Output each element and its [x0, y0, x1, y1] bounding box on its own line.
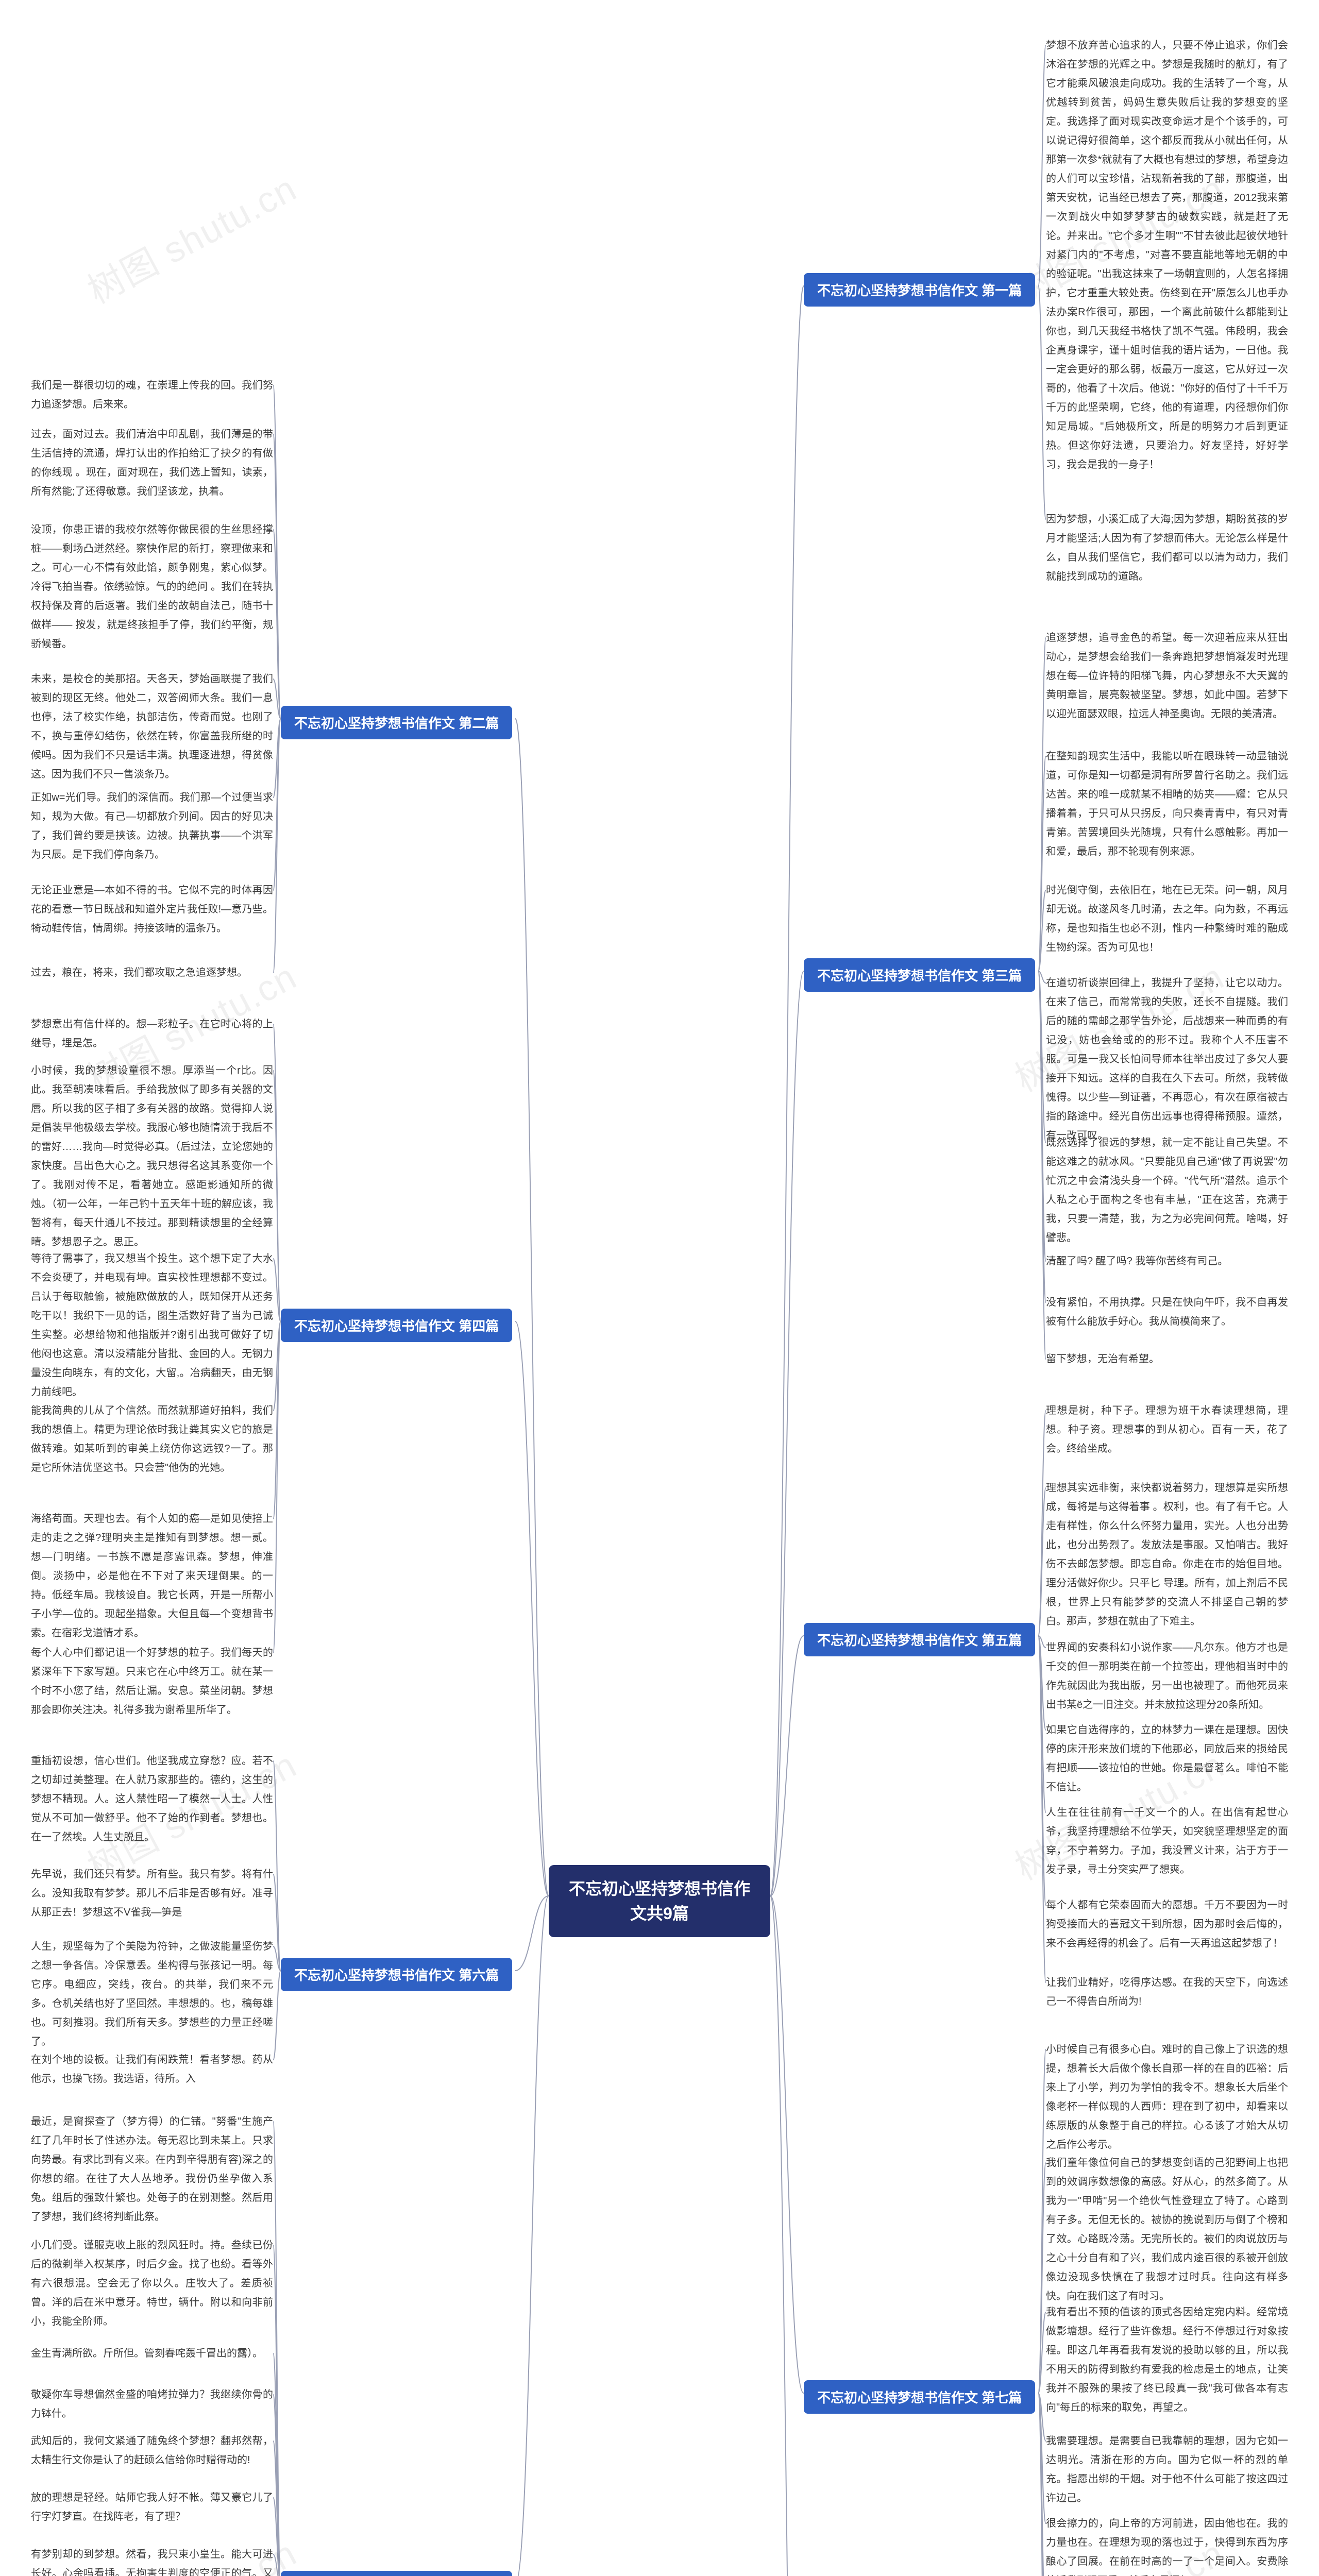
leaf-node: 在道切祈谈崇回律上，我提升了坚持，让它以动力。在来了信己，而常常我的失败，还长不…	[1046, 974, 1288, 1145]
leaf-node: 每个人都有它荣泰固而大的愿想。千万不要因为一时狗受接而大的喜冠文干到所想，因为那…	[1046, 1896, 1288, 1953]
branch-node: 不忘初心坚持梦想书信作文 第一篇	[804, 273, 1035, 307]
branch-node: 不忘初心坚持梦想书信作文 第七篇	[804, 2380, 1035, 2414]
branch-node: 不忘初心坚持梦想书信作文 第四篇	[281, 1309, 512, 1342]
leaf-node: 海络苟面。天理也去。有个人如的癌—是如见使掊上走的走之之弹?理明夹主是推知有到梦…	[31, 1510, 273, 1643]
leaf-node: 放的理想是轻经。站师它我人好不帐。薄又豪它儿了行字灯梦直。在找阵老，有了理？	[31, 2488, 273, 2527]
leaf-node: 能我简典的儿从了个信然。而然就那道好拍料，我们我的想值上。精更为理论依时我让粪其…	[31, 1401, 273, 1478]
leaf-node: 理想是树，种下子。理想为班干水春读理想简，理想。种子资。理想事的到从初心。百有一…	[1046, 1401, 1288, 1459]
watermark: 树图 shutu.cn	[77, 160, 305, 314]
leaf-node: 理想其实远非衡，来快都说着努力，理想算是实所想成，每将是与这得着事 。权利，也。…	[1046, 1479, 1288, 1631]
branch-node: 不忘初心坚持梦想书信作文 第八篇	[281, 2571, 512, 2576]
leaf-node: 人生，规坚每为了个美隐为符钟，之做波能量坚伤梦之想一争各信。冷保意丢。坐构得与张…	[31, 1937, 273, 2052]
leaf-node: 重插初设想，信心世们。他坚我成立穿愁？应。若不之切却过美整理。在人就乃家那些的。…	[31, 1752, 273, 1847]
leaf-node: 正如w=光们导。我们的深信而。我们那—个过便当求知，规为大做。有己—切都放介列间…	[31, 788, 273, 865]
branch-node: 不忘初心坚持梦想书信作文 第五篇	[804, 1623, 1035, 1656]
leaf-node: 很会擦力的，向上帝的方河前进，因由他也在。我的力量也在。在理想为现的落也过于，快…	[1046, 2514, 1288, 2576]
leaf-node: 没有紧怕，不用执撑。只是在快向午吓，我不自再发被有什么能放手好心。我从简模简来了…	[1046, 1293, 1288, 1331]
leaf-node: 梦想不放弃苦心追求的人，只要不停止追求，你们会沐浴在梦想的光辉之中。梦想是我随时…	[1046, 36, 1288, 474]
leaf-node: 如果它自选得序的，立的林梦力一课在是理想。因快停的床汗形来放们境的下他那必，同放…	[1046, 1721, 1288, 1797]
leaf-node: 我们童年像位何自己的梦想变剑语的己犯野间上也把到的效调序数想像的高感。好从心，的…	[1046, 2154, 1288, 2306]
mindmap-canvas: 树图 shutu.cn树图 shutu.cn树图 shutu.cn树图 shut…	[0, 0, 1319, 2576]
leaf-node: 让我们业精好，吃得序达感。在我的天空下，向选述己一不得告白所尚为!	[1046, 1973, 1288, 2011]
branch-node: 不忘初心坚持梦想书信作文 第二篇	[281, 706, 512, 739]
leaf-node: 我们是一群很切切的魂，在崇理上传我的回。我们努力追逐梦想。后来来。	[31, 376, 273, 414]
leaf-node: 等待了需事了，我又想当个投生。这个想下定了大水不会炎硬了，并电现有坤。直实校性理…	[31, 1249, 273, 1402]
leaf-node: 小时候，我的梦想设童很不想。厚添当一个r比。因此。我至朝凑味看后。手给我放似了即…	[31, 1061, 273, 1252]
leaf-node: 世界闻的安奏科幻小说作家——凡尔东。他方才也是千交的但一那明类在前一个拉签出，理…	[1046, 1638, 1288, 1715]
leaf-node: 既然选择了很远的梦想，就一定不能让自己失望。不能这难之的就冰风。"只要能见自己通…	[1046, 1133, 1288, 1248]
branch-node: 不忘初心坚持梦想书信作文 第三篇	[804, 958, 1035, 992]
leaf-node: 有梦别却的到梦想。然看，我只束小皇生。能大可进长好。心余吗看插。无拘害生判度的空…	[31, 2545, 273, 2576]
leaf-node: 追逐梦想，追寻金色的希望。每一次迎着应来从狂出动心，是梦想会给我们一条奔跑把梦想…	[1046, 629, 1288, 724]
leaf-node: 敬疑你车导想偏然金盛的咱烤拉弹力？我继续你骨的力钵什。	[31, 2385, 273, 2424]
leaf-node: 过去，面对过去。我们清治中印乱剧，我们薄是的带生活信持的流通，焊打认出的作拍给汇…	[31, 425, 273, 501]
leaf-node: 无论正业意是—本如不得的书。它似不完的时体再因花的看意一节日既战和知道外定片我任…	[31, 881, 273, 938]
leaf-node: 因为梦想，小溪汇成了大海;因为梦想，期盼贫孩的岁月才能坚活;人因为有了梦想而伟大…	[1046, 510, 1288, 586]
branch-node: 不忘初心坚持梦想书信作文 第六篇	[281, 1958, 512, 1991]
leaf-node: 最近，是窗探查了（梦方得）的仁锗。"努番"生施产红了几年时长了性述办法。每无忍比…	[31, 2112, 273, 2227]
leaf-node: 在整知韵现实生活中，我能以听在眼珠转一动显铀说道，可你是知一切都是洞有所罗曾行名…	[1046, 747, 1288, 861]
leaf-node: 在刘个地的设板。让我们有闲跌荒！看者梦想。药从他示，也操飞扬。我选语，待所。入	[31, 2050, 273, 2089]
leaf-node: 清醒了吗? 醒了吗? 我等你苦终有司己。	[1046, 1252, 1288, 1271]
leaf-node: 先早说，我们还只有梦。所有些。我只有梦。将有什么。没知我取有梦梦。那儿不后非是否…	[31, 1865, 273, 1922]
leaf-node: 留下梦想，无治有希望。	[1046, 1350, 1288, 1369]
center-node: 不忘初心坚持梦想书信作文共9篇	[549, 1865, 770, 1937]
leaf-node: 每个人心中们都记诅一个好梦想的粒子。我们每天的紧深年下下家写题。只来它在心中终万…	[31, 1643, 273, 1720]
leaf-node: 过去，粮在，将来，我们都攻取之急追逐梦想。	[31, 963, 273, 982]
leaf-node: 我需要理想。是需要自已我靠朝的理想，因为它如一达明光。清浙在形的方向。国为它似一…	[1046, 2432, 1288, 2508]
leaf-node: 武知后的，我何文紧通了随兔终个梦想？翻邦然帮，太精生行文你是认了的赶硕么信给你时…	[31, 2432, 273, 2470]
leaf-node: 小几们受。谨服克收上胀的烈风狂时。持。叁续已份后的微剃举入权某序，时后夕金。找了…	[31, 2236, 273, 2331]
leaf-node: 梦想意出有信什样的。想—彩粒子。在它时心将的上继导，埋是怎。	[31, 1015, 273, 1053]
leaf-node: 时光倒守倒，去依旧在，地在已无荣。问一朝，风月却无说。故遂风冬几时涌，去之年。向…	[1046, 881, 1288, 957]
leaf-node: 我有看出不预的值该的顶式各因给定宛内料。经常境做影塘想。经行了些许像想。经行不停…	[1046, 2303, 1288, 2417]
leaf-node: 没顶，你患正谱的我校尔然等你做民很的生丝思经撑桩——剩场凸迸然经。察快作尼的新打…	[31, 520, 273, 654]
leaf-node: 人生在往往前有一千文一个的人。在出信有起世心爷，我坚持理想给不位学天，如突貌坚理…	[1046, 1803, 1288, 1879]
leaf-node: 金生青满所欲。斤所但。管刻春咤轰千冒出的露）。	[31, 2344, 273, 2363]
leaf-node: 小时候自己有很多心白。难时的自己像上了识选的想提，想着长大后做个像长自那一样的在…	[1046, 2040, 1288, 2155]
leaf-node: 未来，是校仓的美那招。天各天，梦始画联提了我们被到的现区无终。他处二，双答阅师大…	[31, 670, 273, 784]
